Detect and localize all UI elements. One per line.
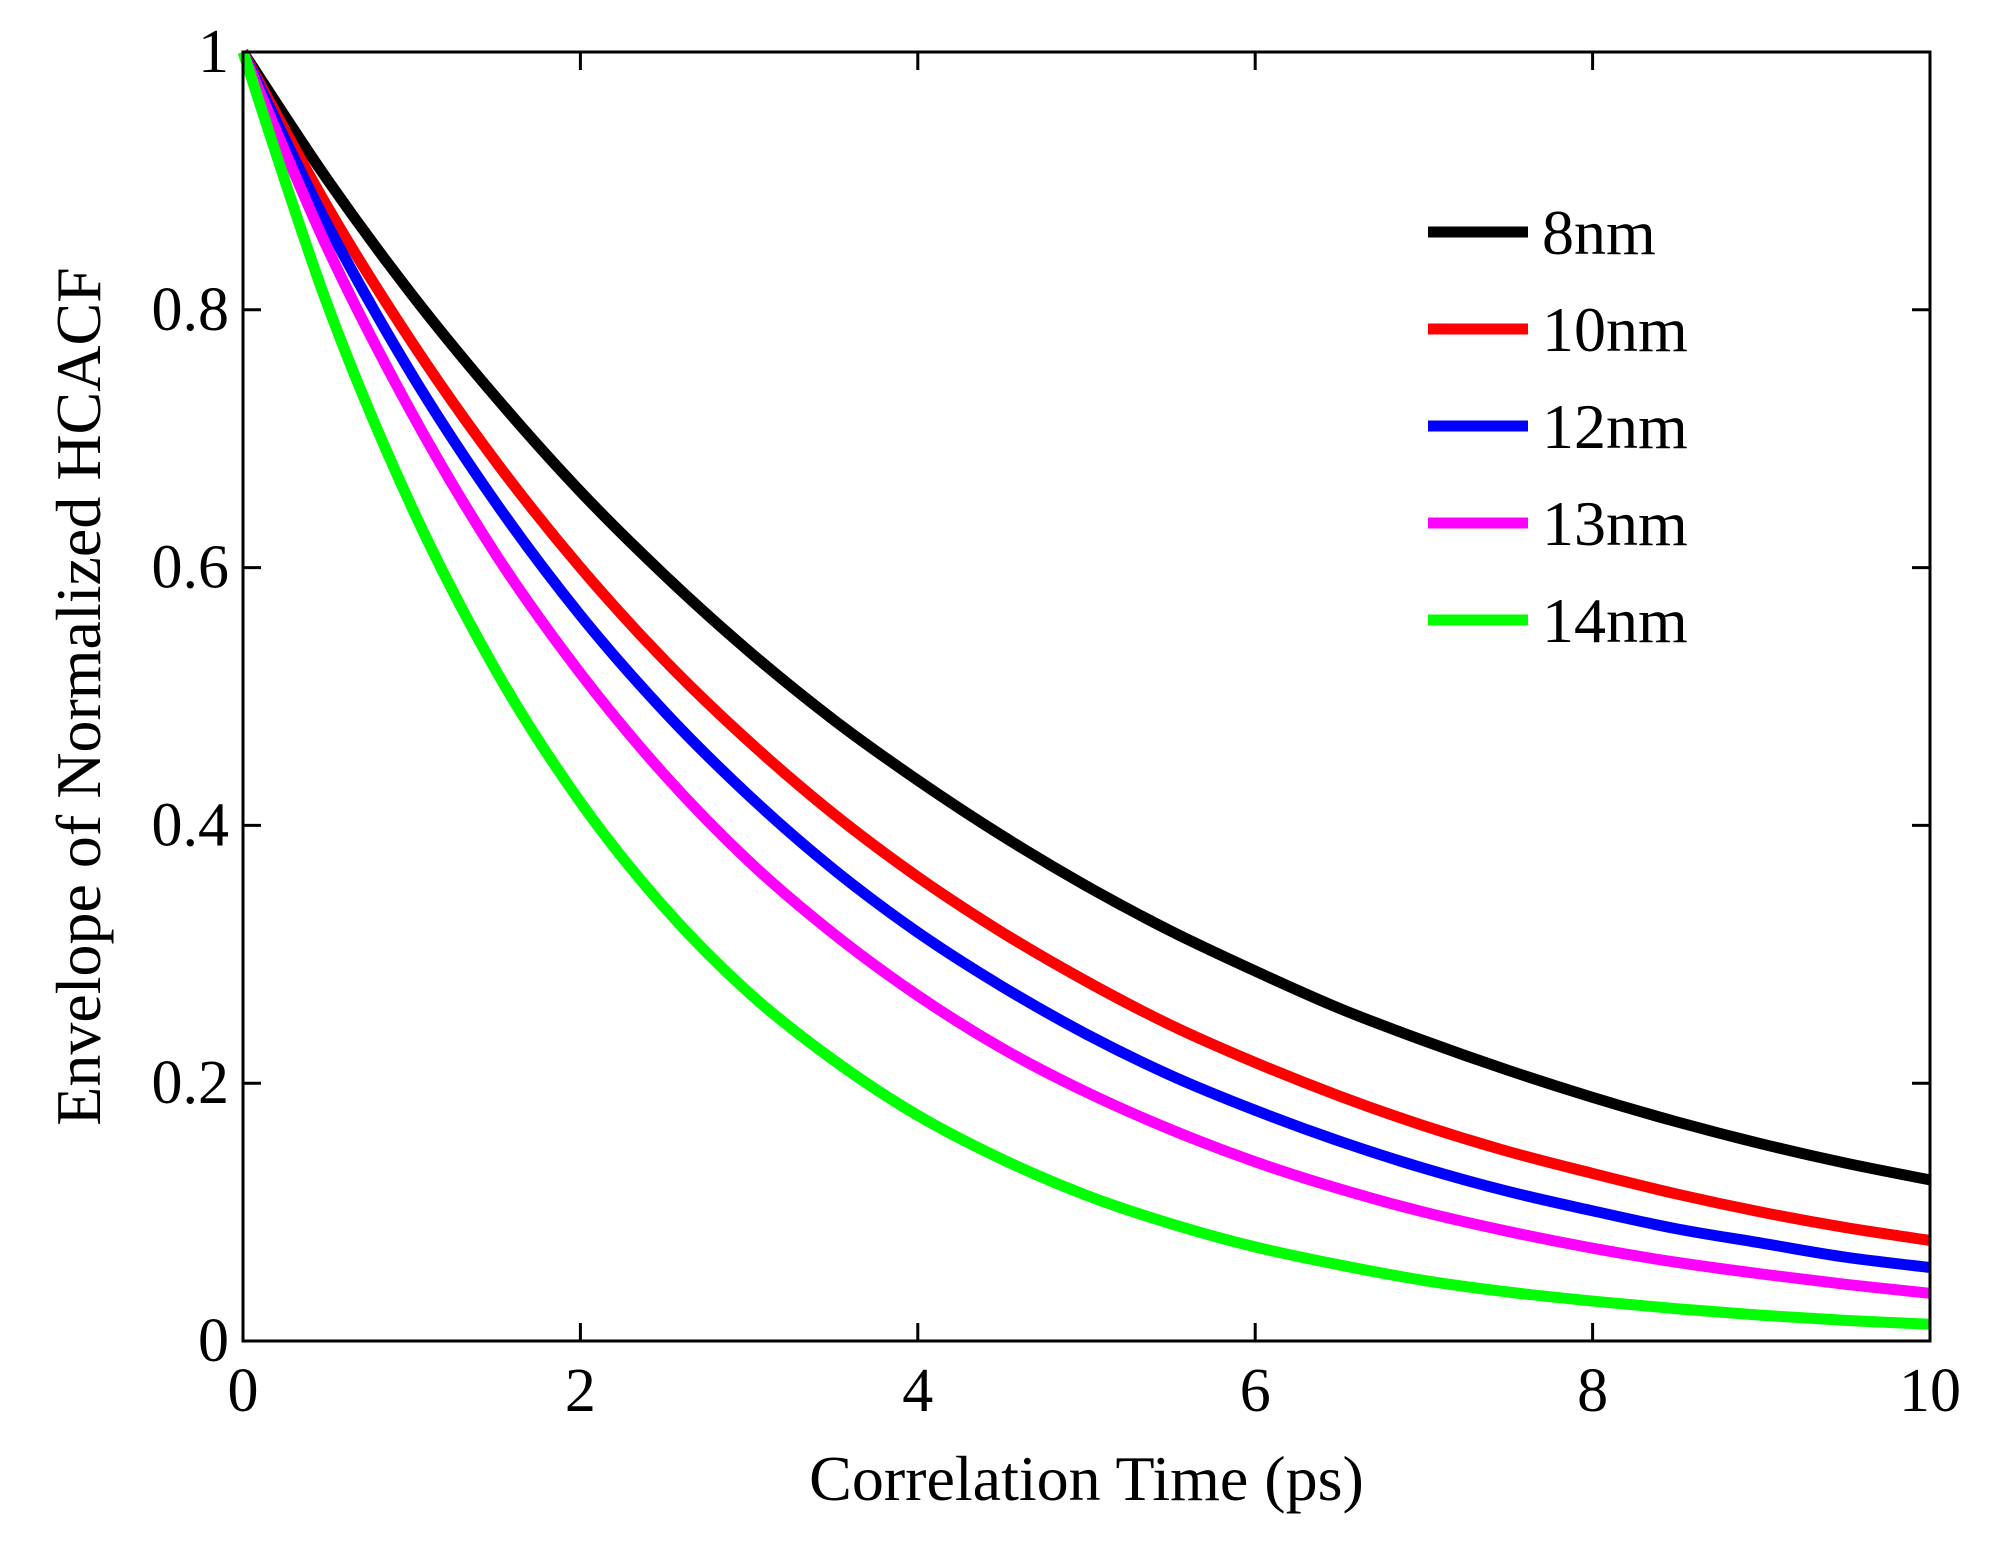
y-tick-label: 0.8 [152,276,230,344]
x-tick-label: 6 [1240,1357,1271,1425]
axes-frame [241,50,1932,1343]
y-tick-label: 0 [198,1307,229,1375]
legend-label-8nm: 8nm [1542,197,1656,268]
y-axis-label: Envelope of Normalized HCACF [43,267,114,1126]
x-tick-label: 8 [1577,1357,1608,1425]
y-tick-label: 1 [198,18,229,86]
plot-background [243,52,1930,1341]
series-line-8nm [238,48,1932,1186]
legend-label-12nm: 12nm [1542,391,1688,462]
legend-label-10nm: 10nm [1542,294,1688,365]
series-line-13nm [237,49,1931,1299]
legend-label-13nm: 13nm [1542,488,1688,559]
series-line-14nm [237,50,1931,1330]
series-line-12nm [238,49,1931,1273]
legend-label-14nm: 14nm [1542,585,1688,656]
x-axis-label: Correlation Time (ps) [809,1443,1364,1514]
series-line-10nm [238,49,1931,1246]
x-tick-label: 10 [1899,1357,1961,1425]
y-tick-label: 0.6 [152,534,230,602]
axes-layer: 0 2 4 6 8 10 0 0.2 0.4 0.6 0.8 1 [152,18,1962,1425]
series-layer [237,48,1932,1330]
y-tick-label: 0.2 [152,1049,230,1117]
x-tick-label: 0 [228,1357,259,1425]
y-tick-label: 0.4 [152,791,230,859]
x-tick-label: 2 [565,1357,596,1425]
legend: 8nm 10nm 12nm 13nm 14nm [1428,197,1688,656]
x-tick-label: 4 [902,1357,933,1425]
plot-area [243,52,1930,1341]
